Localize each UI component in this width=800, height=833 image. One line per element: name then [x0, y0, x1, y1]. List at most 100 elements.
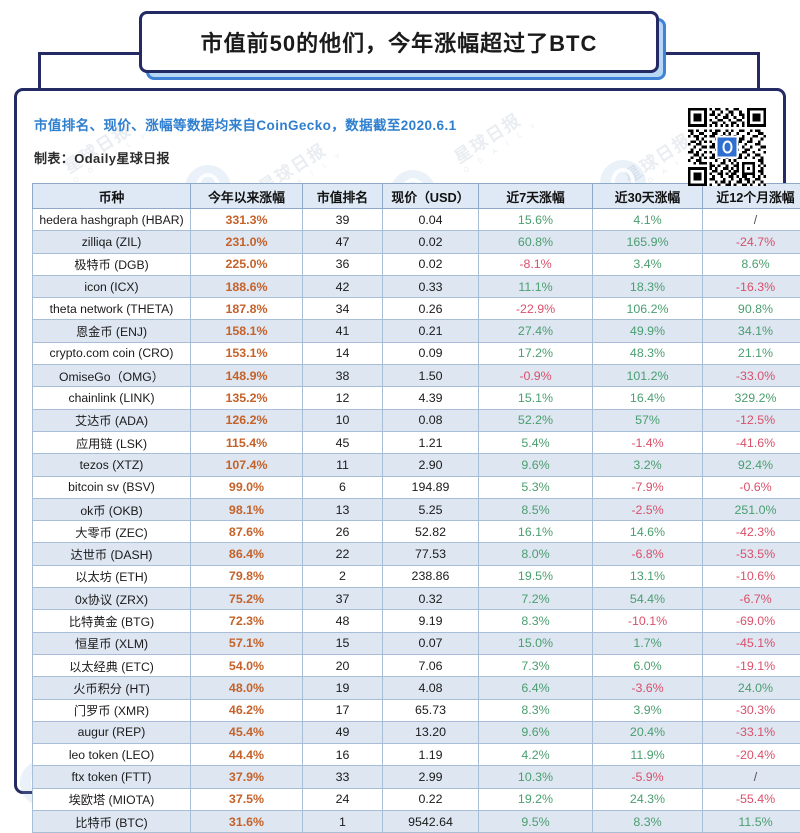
cell-r6-c3: 0.09: [383, 342, 479, 364]
cell-r8-c4: 15.1%: [479, 387, 593, 409]
cell-r14-c5: 14.6%: [593, 521, 703, 543]
column-header-6: 近12个月涨幅: [703, 184, 800, 209]
cell-r14-c3: 52.82: [383, 521, 479, 543]
cell-r6-c0: crypto.com coin (CRO): [33, 342, 191, 364]
cell-r9-c2: 10: [303, 409, 383, 431]
cell-r6-c4: 17.2%: [479, 342, 593, 364]
column-header-0: 币种: [33, 184, 191, 209]
cell-r13-c5: -2.5%: [593, 498, 703, 520]
crypto-gains-table: 币种今年以来涨幅市值排名现价（USD）近7天涨幅近30天涨幅近12个月涨幅 he…: [32, 183, 800, 833]
cell-r3-c2: 42: [303, 275, 383, 297]
cell-r21-c3: 4.08: [383, 677, 479, 699]
cell-r22-c6: -30.3%: [703, 699, 800, 721]
cell-r9-c5: 57%: [593, 409, 703, 431]
cell-r27-c3: 9542.64: [383, 811, 479, 833]
cell-r15-c2: 22: [303, 543, 383, 565]
cell-r19-c3: 0.07: [383, 632, 479, 654]
cell-r22-c1: 46.2%: [191, 699, 303, 721]
cell-r11-c4: 9.6%: [479, 454, 593, 476]
cell-r12-c2: 6: [303, 476, 383, 498]
cell-r13-c6: 251.0%: [703, 498, 800, 520]
cell-r16-c6: -10.6%: [703, 565, 800, 587]
cell-r25-c6: /: [703, 766, 800, 788]
cell-r15-c3: 77.53: [383, 543, 479, 565]
cell-r3-c4: 11.1%: [479, 275, 593, 297]
cell-r22-c5: 3.9%: [593, 699, 703, 721]
cell-r20-c1: 54.0%: [191, 654, 303, 676]
cell-r9-c3: 0.08: [383, 409, 479, 431]
cell-r23-c3: 13.20: [383, 721, 479, 743]
cell-r25-c4: 10.3%: [479, 766, 593, 788]
qr-code[interactable]: [688, 108, 766, 186]
cell-r18-c1: 72.3%: [191, 610, 303, 632]
cell-r2-c1: 225.0%: [191, 253, 303, 275]
cell-r19-c1: 57.1%: [191, 632, 303, 654]
cell-r7-c2: 38: [303, 365, 383, 387]
cell-r4-c1: 187.8%: [191, 298, 303, 320]
cell-r17-c3: 0.32: [383, 588, 479, 610]
cell-r26-c3: 0.22: [383, 788, 479, 810]
cell-r22-c0: 门罗币 (XMR): [33, 699, 191, 721]
cell-r24-c6: -20.4%: [703, 744, 800, 766]
cell-r18-c5: -10.1%: [593, 610, 703, 632]
cell-r20-c2: 20: [303, 654, 383, 676]
table-header: 币种今年以来涨幅市值排名现价（USD）近7天涨幅近30天涨幅近12个月涨幅: [33, 184, 800, 209]
cell-r2-c0: 极特币 (DGB): [33, 253, 191, 275]
cell-r2-c4: -8.1%: [479, 253, 593, 275]
cell-r26-c6: -55.4%: [703, 788, 800, 810]
cell-r20-c6: -19.1%: [703, 654, 800, 676]
cell-r4-c3: 0.26: [383, 298, 479, 320]
cell-r16-c3: 238.86: [383, 565, 479, 587]
cell-r0-c6: /: [703, 209, 800, 231]
cell-r0-c2: 39: [303, 209, 383, 231]
cell-r4-c2: 34: [303, 298, 383, 320]
card-connector-right: [757, 52, 760, 91]
cell-r11-c1: 107.4%: [191, 454, 303, 476]
page-title: 市值前50的他们，今年涨幅超过了BTC: [201, 26, 598, 58]
cell-r3-c1: 188.6%: [191, 275, 303, 297]
cell-r18-c0: 比特黄金 (BTG): [33, 610, 191, 632]
cell-r24-c0: leo token (LEO): [33, 744, 191, 766]
cell-r7-c0: OmiseGo（OMG）: [33, 365, 191, 387]
cell-r27-c6: 11.5%: [703, 811, 800, 833]
cell-r0-c3: 0.04: [383, 209, 479, 231]
cell-r22-c4: 8.3%: [479, 699, 593, 721]
cell-r6-c1: 153.1%: [191, 342, 303, 364]
cell-r18-c6: -69.0%: [703, 610, 800, 632]
cell-r5-c5: 49.9%: [593, 320, 703, 342]
cell-r12-c0: bitcoin sv (BSV): [33, 476, 191, 498]
cell-r22-c2: 17: [303, 699, 383, 721]
cell-r1-c0: zilliqa (ZIL): [33, 231, 191, 253]
cell-r20-c4: 7.3%: [479, 654, 593, 676]
cell-r25-c5: -5.9%: [593, 766, 703, 788]
cell-r3-c5: 18.3%: [593, 275, 703, 297]
cell-r13-c4: 8.5%: [479, 498, 593, 520]
cell-r27-c0: 比特币 (BTC): [33, 811, 191, 833]
column-header-5: 近30天涨幅: [593, 184, 703, 209]
cell-r5-c4: 27.4%: [479, 320, 593, 342]
cell-r16-c5: 13.1%: [593, 565, 703, 587]
cell-r25-c2: 33: [303, 766, 383, 788]
cell-r18-c2: 48: [303, 610, 383, 632]
cell-r3-c6: -16.3%: [703, 275, 800, 297]
cell-r2-c6: 8.6%: [703, 253, 800, 275]
cell-r27-c5: 8.3%: [593, 811, 703, 833]
cell-r0-c5: 4.1%: [593, 209, 703, 231]
cell-r17-c4: 7.2%: [479, 588, 593, 610]
cell-r6-c5: 48.3%: [593, 342, 703, 364]
